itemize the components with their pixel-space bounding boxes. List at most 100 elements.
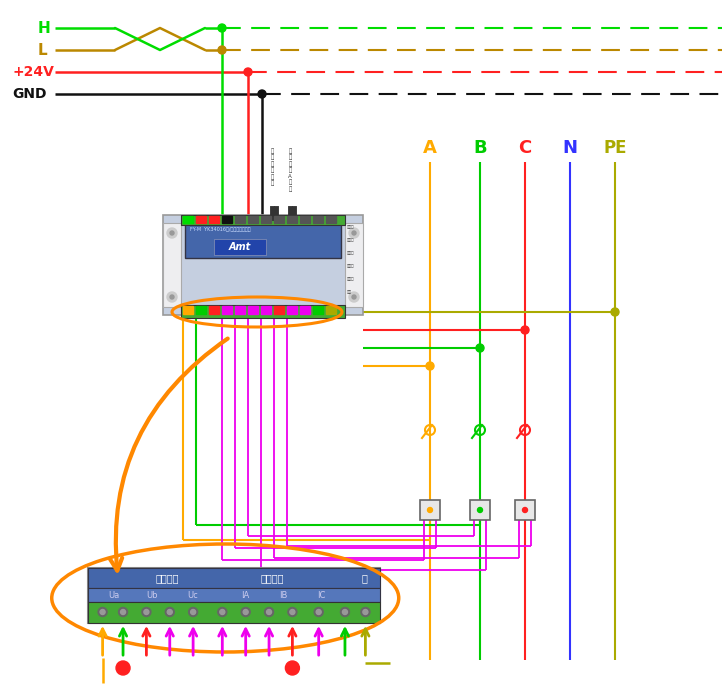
Bar <box>287 306 297 314</box>
Circle shape <box>118 607 128 616</box>
Circle shape <box>264 607 274 616</box>
Circle shape <box>218 607 227 616</box>
Circle shape <box>290 609 295 614</box>
Circle shape <box>244 68 252 76</box>
Circle shape <box>361 607 370 616</box>
FancyBboxPatch shape <box>88 568 380 623</box>
Bar <box>274 216 284 223</box>
Bar <box>222 306 232 314</box>
Bar <box>326 306 336 314</box>
FancyBboxPatch shape <box>88 588 380 602</box>
Circle shape <box>100 609 105 614</box>
Circle shape <box>426 362 434 370</box>
Text: PE: PE <box>604 139 627 157</box>
Circle shape <box>168 609 173 614</box>
Circle shape <box>266 609 271 614</box>
Text: 无
源
报
警
A
触
点: 无 源 报 警 A 触 点 <box>288 148 292 192</box>
Circle shape <box>342 609 347 614</box>
FancyBboxPatch shape <box>181 305 345 318</box>
Text: C: C <box>518 139 531 157</box>
Circle shape <box>241 607 251 616</box>
FancyBboxPatch shape <box>345 223 363 307</box>
FancyBboxPatch shape <box>420 500 440 520</box>
Text: L: L <box>38 43 48 57</box>
Bar <box>326 216 336 223</box>
Circle shape <box>363 609 368 614</box>
Text: 输入一: 输入一 <box>347 277 355 281</box>
Text: Uc: Uc <box>188 591 199 600</box>
Text: H: H <box>38 21 51 35</box>
Circle shape <box>191 609 196 614</box>
Circle shape <box>243 609 248 614</box>
Text: Ub: Ub <box>147 591 158 600</box>
Bar <box>248 306 258 314</box>
Text: Amt: Amt <box>229 242 251 252</box>
Circle shape <box>477 507 482 513</box>
Bar <box>300 216 310 223</box>
Bar <box>196 306 206 314</box>
Circle shape <box>285 661 300 675</box>
Circle shape <box>341 607 349 616</box>
Circle shape <box>165 607 174 616</box>
Bar <box>248 216 258 223</box>
Circle shape <box>523 507 528 513</box>
Text: 地: 地 <box>361 573 367 583</box>
Circle shape <box>288 607 297 616</box>
Text: 无
源
报
警
触
点: 无 源 报 警 触 点 <box>270 148 274 186</box>
Bar <box>261 216 271 223</box>
Text: 电压输入: 电压输入 <box>155 573 178 583</box>
FancyBboxPatch shape <box>88 568 380 588</box>
Bar <box>300 306 310 314</box>
Text: 输出一: 输出一 <box>347 251 355 255</box>
Text: FY-M  YK34016路/电源监控控制器: FY-M YK34016路/电源监控控制器 <box>190 227 251 232</box>
Circle shape <box>167 228 177 238</box>
Bar <box>235 306 245 314</box>
Circle shape <box>218 46 226 54</box>
Bar <box>196 216 206 223</box>
Circle shape <box>521 326 529 334</box>
Circle shape <box>352 295 356 299</box>
Text: +24V: +24V <box>12 65 54 79</box>
Bar <box>183 306 193 314</box>
Circle shape <box>170 295 174 299</box>
Circle shape <box>352 231 356 235</box>
Circle shape <box>349 292 359 302</box>
FancyBboxPatch shape <box>88 602 380 623</box>
Bar <box>222 216 232 223</box>
Circle shape <box>611 308 619 316</box>
Text: 电流输入: 电流输入 <box>260 573 284 583</box>
Text: IA: IA <box>242 591 250 600</box>
Bar <box>261 306 271 314</box>
Text: IB: IB <box>279 591 288 600</box>
FancyBboxPatch shape <box>181 215 345 225</box>
FancyBboxPatch shape <box>185 223 341 258</box>
Circle shape <box>476 344 484 352</box>
Circle shape <box>427 507 432 513</box>
Text: N: N <box>562 139 578 157</box>
Bar <box>209 306 219 314</box>
FancyBboxPatch shape <box>214 239 266 255</box>
Circle shape <box>218 24 226 32</box>
Bar <box>313 306 323 314</box>
Bar <box>274 306 284 314</box>
Text: 报警一: 报警一 <box>347 225 355 229</box>
Circle shape <box>316 609 321 614</box>
Text: 备注: 备注 <box>347 290 352 294</box>
Text: B: B <box>473 139 487 157</box>
Bar <box>209 216 219 223</box>
Circle shape <box>258 90 266 98</box>
Text: IC: IC <box>318 591 326 600</box>
Text: Ua: Ua <box>108 591 120 600</box>
Text: A: A <box>423 139 437 157</box>
Circle shape <box>116 661 130 675</box>
Circle shape <box>170 231 174 235</box>
Circle shape <box>314 607 323 616</box>
Text: 报警二: 报警二 <box>347 238 355 242</box>
Bar <box>235 216 245 223</box>
Circle shape <box>188 607 198 616</box>
FancyBboxPatch shape <box>470 500 490 520</box>
Bar <box>183 216 193 223</box>
FancyBboxPatch shape <box>163 215 363 315</box>
Circle shape <box>142 607 151 616</box>
Circle shape <box>121 609 126 614</box>
